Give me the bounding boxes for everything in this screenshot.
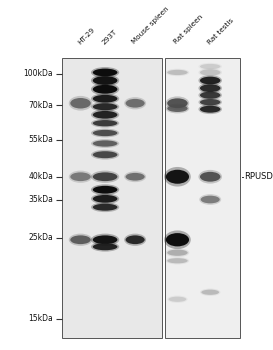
Ellipse shape	[124, 172, 146, 182]
Ellipse shape	[200, 99, 221, 105]
Ellipse shape	[168, 297, 186, 302]
Ellipse shape	[91, 102, 119, 112]
Text: 293T: 293T	[101, 28, 118, 46]
Ellipse shape	[198, 63, 222, 70]
Ellipse shape	[200, 172, 221, 182]
Ellipse shape	[166, 96, 189, 110]
Ellipse shape	[70, 235, 91, 244]
Ellipse shape	[201, 196, 220, 203]
Ellipse shape	[91, 128, 119, 138]
Ellipse shape	[200, 69, 221, 76]
Ellipse shape	[93, 151, 117, 158]
Ellipse shape	[126, 173, 145, 181]
Ellipse shape	[93, 204, 117, 211]
Ellipse shape	[167, 258, 188, 263]
Ellipse shape	[200, 84, 221, 92]
Ellipse shape	[91, 75, 119, 87]
Ellipse shape	[200, 64, 221, 69]
Ellipse shape	[200, 288, 220, 296]
Ellipse shape	[164, 167, 191, 187]
Ellipse shape	[91, 67, 119, 78]
Ellipse shape	[198, 83, 222, 93]
Ellipse shape	[93, 76, 117, 85]
Ellipse shape	[70, 98, 91, 108]
Ellipse shape	[198, 75, 222, 86]
Ellipse shape	[91, 93, 119, 104]
Ellipse shape	[200, 77, 221, 84]
Ellipse shape	[93, 120, 117, 126]
Ellipse shape	[91, 110, 119, 120]
Ellipse shape	[91, 150, 119, 160]
Ellipse shape	[91, 234, 119, 246]
Ellipse shape	[91, 119, 119, 128]
Ellipse shape	[198, 90, 222, 100]
Ellipse shape	[198, 104, 222, 114]
Ellipse shape	[126, 235, 145, 244]
Ellipse shape	[91, 83, 119, 95]
Ellipse shape	[166, 170, 189, 184]
Text: RPUSD4: RPUSD4	[244, 172, 273, 181]
Text: 25kDa: 25kDa	[28, 233, 53, 243]
Ellipse shape	[198, 98, 222, 107]
Ellipse shape	[198, 68, 222, 77]
Ellipse shape	[91, 171, 119, 183]
Ellipse shape	[124, 234, 146, 246]
Ellipse shape	[200, 106, 221, 113]
Ellipse shape	[200, 92, 221, 99]
Ellipse shape	[201, 290, 219, 295]
Ellipse shape	[93, 111, 117, 119]
Ellipse shape	[166, 248, 189, 257]
Ellipse shape	[167, 105, 188, 112]
Text: HT-29: HT-29	[76, 26, 96, 46]
Text: 40kDa: 40kDa	[28, 172, 53, 181]
Bar	[62, 58, 162, 338]
Ellipse shape	[91, 194, 119, 204]
Ellipse shape	[167, 295, 188, 303]
Ellipse shape	[93, 173, 117, 181]
Ellipse shape	[124, 97, 146, 109]
Ellipse shape	[93, 130, 117, 136]
Ellipse shape	[167, 98, 188, 108]
Ellipse shape	[167, 250, 188, 256]
Text: 15kDa: 15kDa	[28, 314, 53, 323]
Ellipse shape	[93, 195, 117, 203]
Ellipse shape	[70, 173, 91, 181]
Ellipse shape	[198, 170, 222, 184]
Text: Rat spleen: Rat spleen	[173, 14, 204, 46]
Ellipse shape	[91, 139, 119, 148]
Ellipse shape	[93, 103, 117, 110]
Ellipse shape	[93, 69, 117, 76]
Ellipse shape	[166, 233, 189, 246]
Ellipse shape	[91, 202, 119, 212]
Text: Mouse spleen: Mouse spleen	[131, 6, 170, 46]
Ellipse shape	[199, 194, 221, 205]
Ellipse shape	[164, 230, 191, 249]
Ellipse shape	[93, 85, 117, 93]
Ellipse shape	[93, 243, 117, 250]
Ellipse shape	[166, 257, 189, 265]
Text: 70kDa: 70kDa	[28, 100, 53, 110]
Ellipse shape	[126, 99, 145, 108]
Text: 55kDa: 55kDa	[28, 135, 53, 145]
Ellipse shape	[93, 235, 117, 244]
Ellipse shape	[91, 242, 119, 252]
Text: 100kDa: 100kDa	[23, 69, 53, 78]
Text: Rat testis: Rat testis	[206, 17, 234, 46]
Ellipse shape	[166, 104, 189, 113]
Bar	[165, 58, 240, 338]
Ellipse shape	[93, 95, 117, 103]
Text: 35kDa: 35kDa	[28, 195, 53, 204]
Ellipse shape	[166, 69, 189, 76]
Ellipse shape	[93, 186, 117, 194]
Ellipse shape	[91, 184, 119, 195]
Ellipse shape	[69, 234, 92, 246]
Ellipse shape	[69, 96, 92, 111]
Ellipse shape	[69, 171, 92, 183]
Ellipse shape	[93, 140, 117, 147]
Ellipse shape	[167, 70, 188, 75]
